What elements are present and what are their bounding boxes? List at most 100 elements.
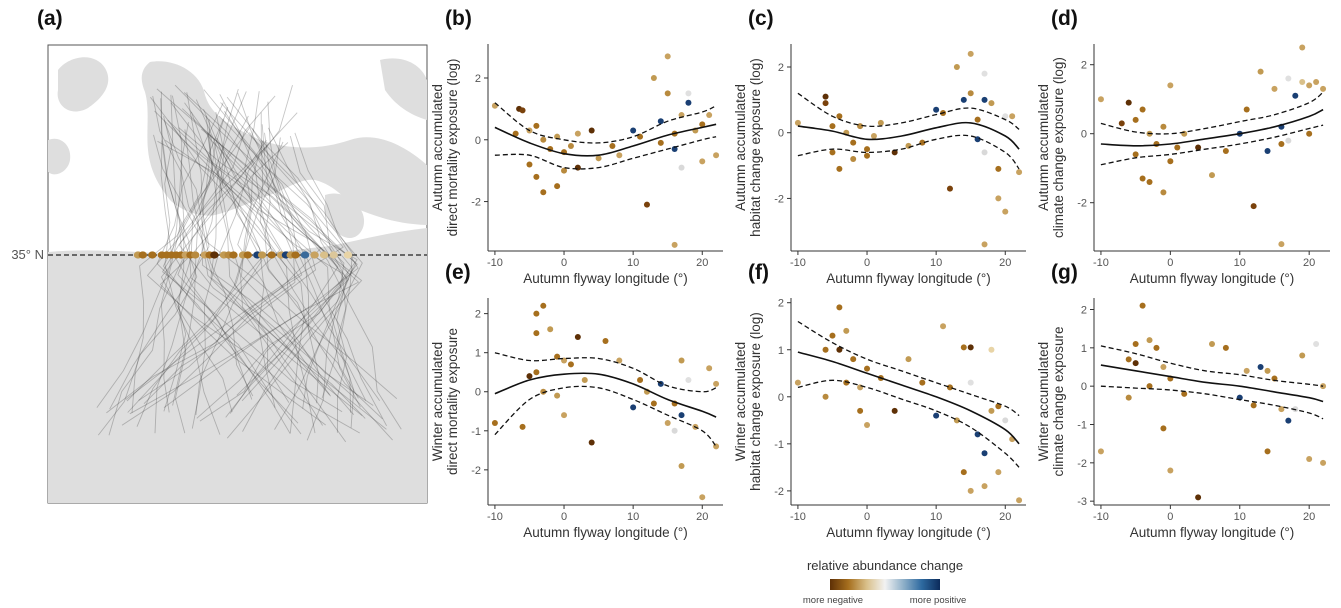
data-point [864, 152, 871, 159]
panel-c-label: (c) [748, 7, 774, 30]
data-point [1125, 356, 1132, 363]
fit-line [797, 351, 1020, 445]
migration-track [160, 144, 269, 413]
data-point [595, 155, 602, 162]
ci-upper-line [797, 92, 1020, 130]
x-axis-title: Autumn flyway longitude (°) [1130, 271, 1294, 286]
migration-track [136, 137, 281, 427]
data-point [526, 161, 533, 168]
migration-track [154, 88, 239, 434]
data-point [554, 353, 561, 360]
migration-track [162, 91, 302, 435]
x-axis-title: Autumn flyway longitude (°) [826, 271, 990, 286]
migration-track [190, 111, 263, 415]
data-point [829, 149, 836, 156]
data-point [905, 142, 912, 149]
data-point [685, 90, 692, 97]
data-point [512, 130, 519, 137]
y-tick-label: 0 [475, 387, 481, 399]
data-point [491, 419, 498, 426]
data-point [967, 487, 974, 494]
data-point [1264, 448, 1271, 455]
y-tick-label: -2 [774, 486, 784, 498]
data-point [953, 64, 960, 70]
y-axis-title-line: Winter accumulated [430, 342, 445, 461]
data-point [526, 373, 533, 380]
ci-lower-line [494, 136, 717, 170]
data-point [678, 357, 685, 364]
data-point [981, 483, 988, 490]
y-axis-title-line: Autumn accumulated [733, 84, 748, 211]
data-point [1146, 337, 1153, 344]
migration-track [162, 139, 343, 413]
x-tick-label: 0 [864, 511, 870, 523]
data-point [870, 133, 877, 139]
data-point [1278, 141, 1285, 148]
panel-g-label: (g) [1051, 261, 1078, 284]
migration-track [146, 112, 360, 434]
migration-track [174, 84, 402, 430]
data-point [1250, 402, 1257, 409]
migration-track [96, 122, 189, 408]
data-point [1139, 175, 1146, 182]
data-point [905, 356, 912, 363]
y-tick-label: -1 [1077, 420, 1087, 432]
data-point [822, 100, 829, 107]
x-tick-label: 20 [1303, 511, 1315, 523]
migration-track [126, 94, 272, 402]
data-point [602, 337, 609, 344]
ci-upper-line [494, 352, 717, 393]
data-point [609, 142, 616, 149]
data-point [946, 185, 953, 192]
data-point [794, 119, 801, 126]
x-tick-label: -10 [1093, 257, 1109, 269]
data-point [650, 74, 657, 81]
migration-track [201, 128, 358, 396]
panel-f-label: (f) [748, 261, 769, 284]
panel-a-label: (a) [37, 7, 63, 30]
fit-line [494, 123, 717, 157]
data-point [1132, 151, 1139, 158]
data-point [1243, 106, 1250, 113]
data-point [843, 379, 850, 386]
y-axis-title-line: direct mortality exposure [445, 328, 460, 475]
data-point [685, 377, 692, 384]
migration-track [97, 116, 198, 436]
data-point [630, 127, 637, 134]
migration-track [178, 127, 358, 402]
y-tick-label: 0 [1081, 129, 1087, 141]
data-point [1002, 113, 1009, 120]
data-point [1271, 85, 1278, 92]
data-point [699, 121, 706, 128]
data-point [1243, 367, 1250, 374]
data-point [960, 96, 967, 103]
panel-b-label: (b) [445, 7, 472, 30]
data-point [630, 404, 637, 411]
data-point [1167, 82, 1174, 89]
data-point [554, 392, 561, 399]
y-tick-label: 0 [475, 135, 481, 147]
y-axis-title-line: Winter accumulated [733, 342, 748, 461]
data-point [1222, 344, 1229, 351]
data-point [554, 133, 561, 140]
data-point [1125, 99, 1132, 106]
y-tick-label: -3 [1077, 496, 1087, 508]
data-point [1097, 448, 1104, 455]
x-tick-label: 0 [1167, 257, 1173, 269]
legend-title: relative abundance change [807, 558, 963, 573]
data-point [857, 123, 864, 130]
data-point [1299, 352, 1306, 359]
x-tick-label: 10 [930, 257, 942, 269]
data-point [1125, 394, 1132, 401]
data-point [940, 323, 947, 330]
legend: relative abundance change more negative … [803, 558, 966, 606]
migration-track [218, 115, 345, 409]
x-axis-title: Autumn flyway longitude (°) [826, 525, 990, 540]
x-tick-label: -10 [790, 257, 806, 269]
data-point [836, 304, 843, 311]
migration-track [226, 96, 363, 430]
data-point [981, 96, 988, 103]
y-tick-label: 1 [475, 348, 481, 360]
